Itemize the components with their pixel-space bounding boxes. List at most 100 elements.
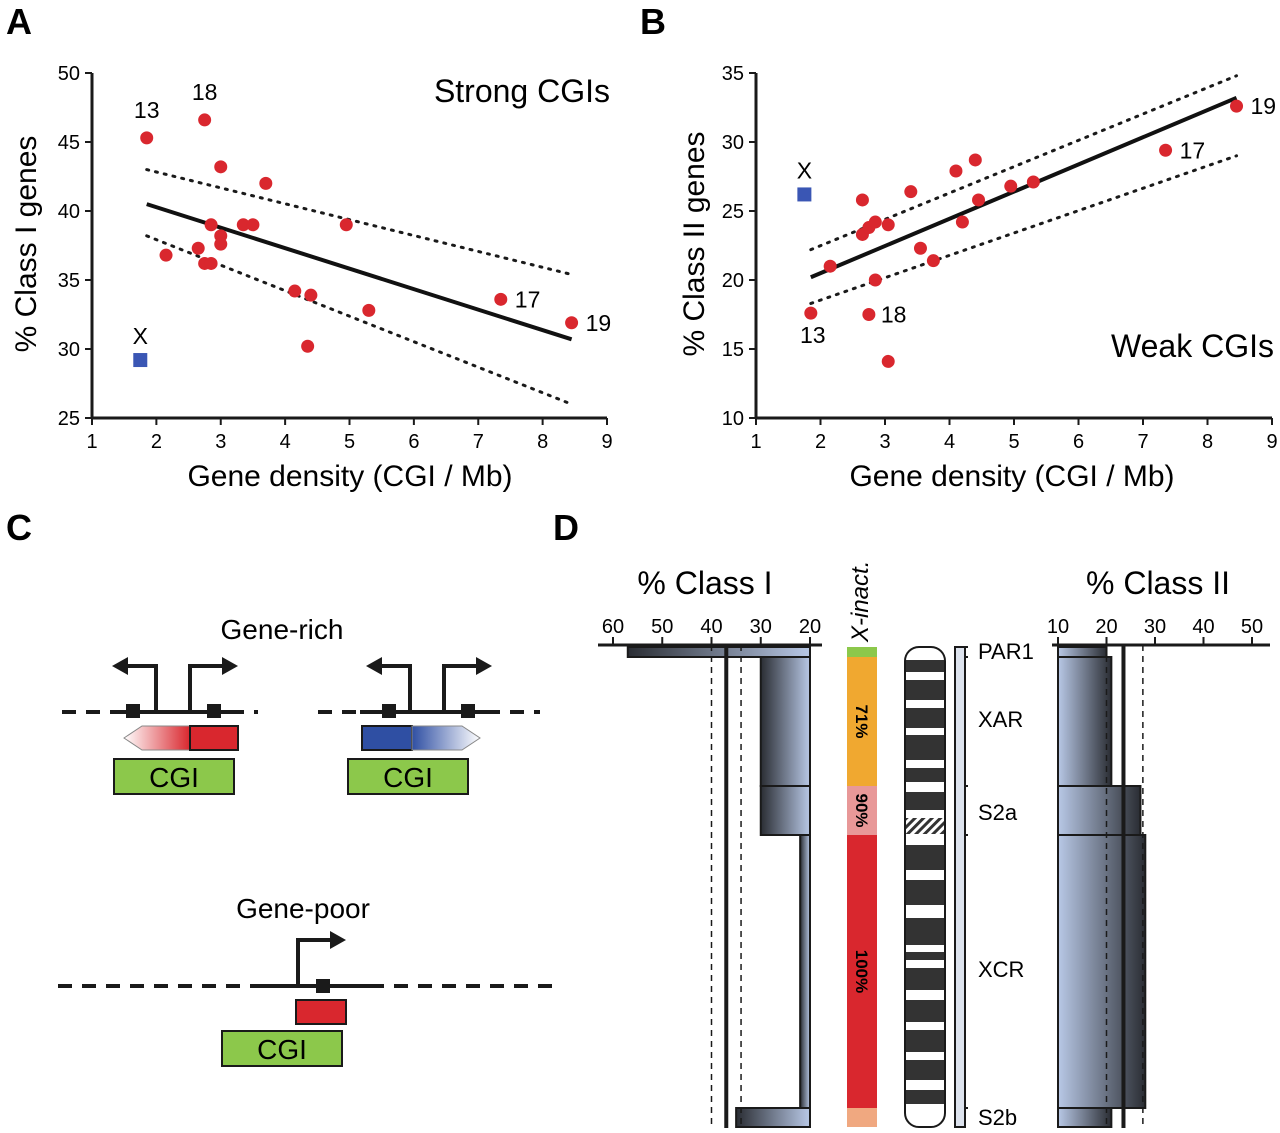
chromosome-bands — [906, 660, 944, 1104]
chart-b-xlabel: Gene density (CGI / Mb) — [849, 460, 1174, 493]
chromosome-band — [906, 952, 944, 960]
chart-a-title: Strong CGIs — [434, 73, 610, 109]
class2-bar-s2b — [1057, 1107, 1113, 1128]
y-tick-label: 10 — [722, 408, 744, 430]
arrowhead-right-icon — [476, 657, 492, 675]
data-point — [1026, 175, 1040, 189]
sense-transcript-arrow — [411, 725, 481, 751]
chromosome-band — [906, 1060, 944, 1080]
x-tick-label: 4 — [280, 431, 291, 453]
data-point — [191, 241, 205, 255]
data-point — [862, 308, 876, 321]
tss-square — [207, 704, 221, 718]
blue-exon — [361, 725, 413, 751]
ci-lower-line — [809, 154, 1239, 305]
x-tick-label: 5 — [1008, 431, 1019, 453]
x-chromosome-point — [133, 353, 148, 368]
data-point — [198, 113, 212, 127]
chromosome-band — [906, 918, 944, 945]
xinact-segment-par1 — [847, 647, 877, 657]
x-tick-label: 7 — [1137, 431, 1148, 453]
chromosome-band — [906, 680, 944, 700]
class1-bar-s2b — [735, 1107, 811, 1128]
data-point — [823, 259, 837, 273]
y-tick-label: 15 — [722, 339, 744, 361]
red-exon — [295, 999, 347, 1025]
class1-tick-label: 40 — [700, 616, 722, 638]
data-point — [1230, 99, 1244, 113]
data-point — [881, 354, 895, 368]
data-point — [259, 176, 273, 190]
class2-ticks: 10 20 30 40 50 — [1047, 616, 1270, 647]
xinact-segment-xcr — [847, 835, 877, 1108]
chromosome-band — [906, 968, 944, 990]
x-tick-label: 6 — [408, 431, 419, 453]
arrowhead-left-icon — [112, 657, 128, 675]
x-chromosome-point — [797, 187, 812, 202]
data-point — [855, 193, 869, 207]
data-point — [214, 237, 228, 251]
class2-bar-xcr — [1057, 834, 1147, 1109]
data-point — [339, 218, 353, 232]
chromosome-ideogram — [904, 646, 946, 1128]
xinact-percent: 100% — [852, 950, 871, 993]
chromosome-band — [906, 660, 944, 672]
x-tick-label: 9 — [601, 431, 612, 453]
chromosome-band — [906, 1030, 944, 1052]
ci-upper-line — [145, 168, 574, 276]
cgi-box — [221, 1030, 343, 1067]
region-label-xcr: XCR — [978, 957, 1024, 982]
x-tick-label: 3 — [215, 431, 226, 453]
x-tick-label: 3 — [879, 431, 890, 453]
cgi-label: CGI — [257, 1034, 307, 1065]
data-point — [968, 153, 982, 167]
data-point — [565, 316, 579, 330]
promoter-arrow-right-icon — [188, 664, 226, 710]
x-tick-label: 2 — [151, 431, 162, 453]
x-tick-label: 4 — [944, 431, 955, 453]
class1-tick-label: 60 — [602, 616, 624, 638]
y-tick-label: 35 — [722, 63, 744, 85]
point-label: 18 — [881, 302, 907, 328]
y-tick-label: 20 — [722, 270, 744, 292]
chromosome-band — [906, 880, 944, 905]
arrowhead-left-icon — [366, 657, 382, 675]
data-point — [1004, 179, 1018, 193]
point-label: 19 — [586, 310, 612, 336]
data-point — [214, 160, 228, 174]
region-bars: 71% 90% 100% — [626, 645, 1147, 1128]
y-tick-label: 35 — [58, 270, 80, 292]
y-tick-label: 25 — [58, 408, 80, 430]
x-tick-label: 6 — [1073, 431, 1084, 453]
data-point — [288, 284, 302, 298]
class1-title: % Class I — [637, 565, 772, 601]
data-point — [1159, 143, 1173, 157]
gene-poor-label: Gene-poor — [236, 893, 370, 924]
data-point — [904, 185, 918, 199]
panel-letter-b: B — [640, 1, 666, 42]
regression-line — [810, 95, 1238, 280]
class2-bar-xar — [1057, 656, 1113, 787]
class1-bar-s2a — [759, 785, 811, 836]
x-tick-label: 1 — [750, 431, 761, 453]
data-point — [868, 215, 882, 229]
xinact-segment-s2b — [847, 1108, 877, 1127]
x-tick-label: 1 — [86, 431, 97, 453]
class1-tick-label: 30 — [750, 616, 772, 638]
data-point — [972, 193, 986, 207]
data-point — [913, 241, 927, 255]
promoter-arrow-left-icon — [372, 664, 412, 710]
chart-a-xlabel: Gene density (CGI / Mb) — [187, 460, 512, 493]
arrowhead-right-icon — [330, 931, 346, 949]
tss-square — [382, 704, 396, 718]
class2-tick-label: 10 — [1047, 616, 1069, 638]
class1-bar-xar — [759, 656, 811, 787]
panel-letter-c: C — [6, 507, 32, 548]
point-label: 17 — [1180, 137, 1206, 163]
class1-tick-label: 20 — [799, 616, 821, 638]
class2-tick-label: 50 — [1241, 616, 1263, 638]
class1-bar-par1 — [626, 646, 812, 658]
y-tick-label: 30 — [58, 339, 80, 361]
x-tick-label: 7 — [473, 431, 484, 453]
